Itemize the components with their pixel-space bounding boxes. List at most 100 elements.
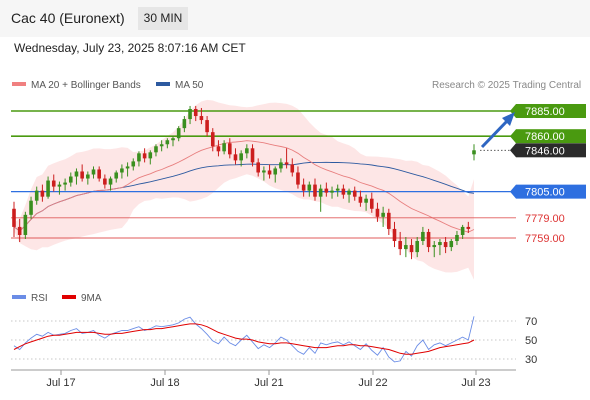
candle-body	[176, 128, 181, 139]
candle-body	[103, 178, 107, 185]
legend-rsi-label: RSI	[31, 293, 48, 304]
candle-body	[432, 245, 437, 248]
header-bar	[0, 0, 590, 37]
candle-body	[34, 190, 39, 201]
candle-body	[80, 171, 84, 179]
candle-body	[352, 190, 357, 197]
candle-body	[142, 153, 147, 159]
level-label-pointer	[510, 104, 516, 118]
x-tick-label-4: Jul 23	[461, 377, 490, 389]
legend-ma50-label: MA 50	[175, 80, 204, 91]
candle-body	[250, 148, 255, 163]
candle-body	[91, 169, 96, 175]
x-tick-label-3: Jul 22	[358, 377, 387, 389]
level-label-3: 7805.00	[525, 187, 565, 199]
candle-body	[199, 116, 204, 121]
candle-body	[262, 170, 266, 173]
candle-body	[455, 234, 459, 242]
rsi-tick-50: 50	[525, 335, 537, 347]
candle-body	[330, 190, 334, 193]
candle-body	[216, 146, 221, 152]
timeframe-button[interactable]: 30 MIN	[138, 7, 188, 30]
legend-swatch-rsi	[12, 295, 26, 300]
level-label-bg	[516, 104, 586, 118]
candle-body	[228, 143, 232, 155]
candle-body	[290, 164, 295, 173]
rsi-tick-30: 30	[525, 354, 537, 366]
candle-body	[29, 200, 33, 215]
candle-body	[233, 154, 238, 161]
candle-body	[460, 226, 465, 235]
x-tick-label-1: Jul 18	[150, 377, 179, 389]
bollinger-band-fill	[14, 99, 474, 280]
candle-body	[97, 169, 101, 179]
candle-body	[324, 188, 329, 193]
candle-body	[358, 196, 363, 203]
candle-body	[256, 162, 260, 173]
candle-body	[466, 226, 471, 229]
candle-body	[341, 188, 346, 195]
x-tick-label-0: Jul 17	[46, 377, 75, 389]
candle-body	[296, 172, 300, 185]
candle-body	[159, 144, 164, 147]
chart-datetime: Wednesday, July 23, 2025 8:07:16 AM CET	[14, 41, 246, 55]
candle-body	[443, 242, 448, 248]
candle-body	[449, 241, 454, 248]
candle-body	[125, 166, 130, 169]
candle-body	[335, 188, 340, 191]
candle-body	[40, 190, 45, 197]
candle-body	[154, 146, 158, 153]
candle-body	[347, 190, 351, 195]
candle-body	[182, 119, 187, 129]
level-label-pointer	[510, 143, 516, 158]
candle-body	[364, 198, 368, 203]
legend-rsi-ma-label: 9MA	[81, 293, 102, 304]
candle-body	[267, 170, 272, 175]
candle-body	[86, 174, 90, 179]
level-label-bg	[516, 184, 586, 199]
candle-body	[421, 231, 425, 242]
candle-body	[307, 184, 312, 191]
candle-body	[273, 168, 278, 175]
candle-body	[415, 241, 420, 253]
candle-body	[438, 242, 442, 246]
legend-swatch-rsi-ma	[62, 295, 76, 300]
candle-body	[301, 184, 306, 191]
level-label-pointer	[510, 184, 516, 199]
candle-body	[148, 152, 153, 159]
rsi-ma-line	[13, 323, 475, 355]
legend-bollinger-label: MA 20 + Bollinger Bands	[31, 80, 141, 91]
candle-body	[284, 162, 289, 165]
level-label-5: 7759.00	[525, 233, 565, 245]
candle-body	[210, 132, 215, 147]
level-label-pointer	[510, 129, 516, 144]
candle-body	[46, 180, 50, 197]
candle-body	[392, 228, 397, 242]
candle-body	[23, 214, 28, 235]
candle-body	[108, 178, 113, 185]
candle-body	[404, 245, 408, 250]
candle-body	[188, 108, 192, 120]
candle-body	[375, 208, 380, 217]
candle-body	[120, 168, 124, 173]
candle-body	[398, 241, 402, 250]
legend-rsi-ma: 9MA	[62, 293, 102, 304]
projection-arrow-head	[502, 112, 515, 126]
candle-body	[318, 188, 323, 197]
candle-body	[165, 140, 170, 145]
candle-body	[57, 184, 62, 187]
candle-body	[17, 226, 22, 235]
candle-body	[51, 180, 56, 187]
candle-body	[12, 208, 16, 227]
candle-body	[387, 212, 391, 229]
legend-swatch-bollinger	[12, 82, 26, 87]
rsi-tick-70: 70	[525, 316, 537, 328]
candle-body	[409, 245, 414, 253]
x-tick-label-2: Jul 21	[254, 377, 283, 389]
level-label-0: 7885.00	[525, 106, 565, 118]
projection-arrow-shaft	[480, 118, 510, 149]
candle-body	[131, 161, 136, 167]
candle-body	[369, 198, 374, 209]
legend-bollinger: MA 20 + Bollinger Bands	[12, 80, 141, 91]
candle-body	[313, 184, 317, 197]
